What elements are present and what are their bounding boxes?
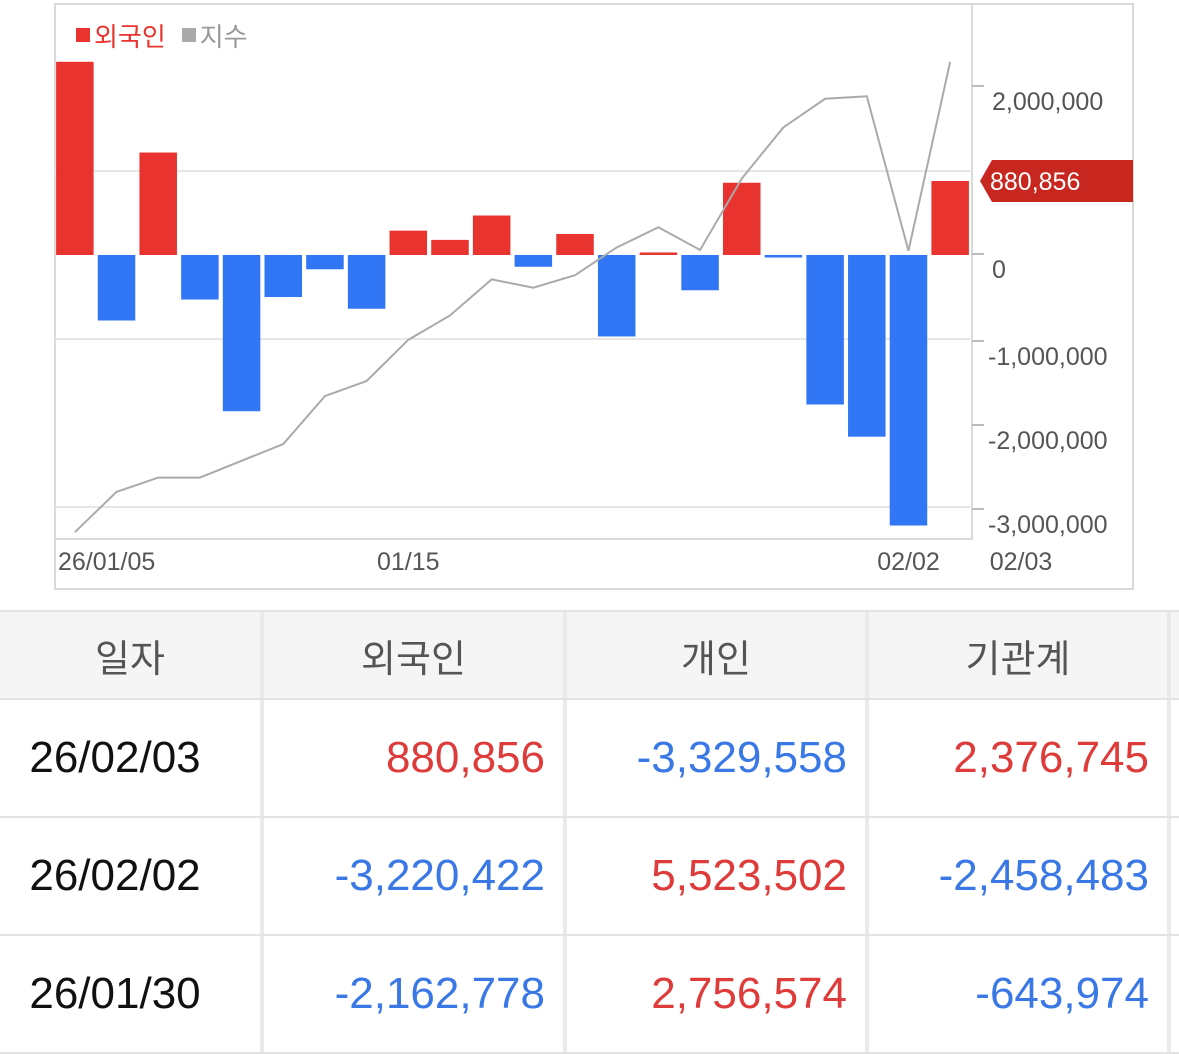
cell-overflow-edge	[1171, 700, 1179, 816]
legend-item-index: 지수	[181, 17, 248, 54]
bar-foreign	[306, 255, 344, 270]
bar-foreign	[222, 255, 261, 412]
x-tick-label: 26/01/05	[58, 548, 155, 576]
bar-foreign	[347, 255, 386, 309]
legend-label-index: 지수	[199, 22, 248, 53]
x-tick-label: 02/02	[877, 548, 940, 576]
bar-foreign	[56, 61, 94, 255]
investor-table: 일자 외국인 개인 기관계 26/02/03 880,856 -3,329,55…	[0, 610, 1179, 1054]
y-tick-label: -1,000,000	[988, 343, 1108, 371]
investor-chart: 2,000,000 0 -1,000,000 -2,000,000 -3,000,000…	[54, 3, 1134, 590]
legend-item-foreign: 외국인	[76, 17, 166, 54]
bar-foreign	[848, 255, 886, 437]
latest-value-tag	[980, 160, 1133, 203]
cell-foreign: -3,220,422	[264, 818, 567, 934]
header-foreign[interactable]: 외국인	[264, 612, 567, 698]
cell-date: 26/02/03	[0, 700, 264, 816]
bar-foreign	[931, 181, 969, 255]
bar-foreign	[431, 239, 469, 255]
x-tick-label: 02/03	[990, 548, 1053, 576]
legend-swatch-index	[181, 28, 196, 42]
line-index	[74, 61, 952, 533]
y-tick-label: -3,000,000	[988, 511, 1108, 539]
cell-institution: -2,458,483	[869, 818, 1171, 934]
bar-foreign	[472, 215, 511, 255]
cell-institution: -643,974	[869, 936, 1171, 1052]
bar-foreign	[722, 182, 761, 255]
header-date[interactable]: 일자	[0, 612, 264, 698]
table-row[interactable]: 26/02/02 -3,220,422 5,523,502 -2,458,483	[0, 818, 1179, 936]
y-tick-label: 2,000,000	[992, 88, 1103, 116]
bar-foreign	[806, 255, 844, 405]
bar-foreign	[681, 255, 719, 291]
x-tick-label: 01/15	[377, 548, 440, 576]
cell-individual: 2,756,574	[567, 936, 869, 1052]
cell-overflow-edge	[1171, 818, 1179, 934]
cell-foreign: -2,162,778	[264, 936, 567, 1052]
bar-foreign	[181, 255, 219, 300]
y-tick-label: 0	[992, 256, 1006, 284]
chart-border	[54, 3, 1134, 590]
y-tick-label: -2,000,000	[988, 427, 1108, 455]
table-row[interactable]: 26/02/03 880,856 -3,329,558 2,376,745	[0, 700, 1179, 818]
bar-foreign	[139, 152, 177, 255]
chart-svg: 2,000,000 0 -1,000,000 -2,000,000 -3,000,000…	[54, 3, 1134, 590]
cell-overflow-edge	[1171, 936, 1179, 1052]
bar-foreign	[889, 255, 928, 526]
legend-swatch-foreign	[76, 28, 90, 42]
cell-individual: -3,329,558	[567, 700, 869, 816]
bar-foreign	[556, 234, 594, 255]
table-row[interactable]: 26/01/30 -2,162,778 2,756,574 -643,974	[0, 936, 1179, 1054]
cell-foreign: 880,856	[264, 700, 567, 816]
header-overflow-edge	[1171, 612, 1179, 698]
bar-foreign	[639, 252, 678, 255]
bar-foreign	[764, 255, 803, 258]
bar-foreign	[389, 230, 428, 255]
cell-individual: 5,523,502	[567, 818, 869, 934]
table-header-row: 일자 외국인 개인 기관계	[0, 610, 1179, 700]
chart-legend: 외국인 지수	[76, 17, 258, 54]
latest-value-label: 880,856	[990, 168, 1080, 196]
legend-label-foreign: 외국인	[94, 22, 166, 53]
bar-foreign	[514, 255, 553, 267]
header-institution[interactable]: 기관계	[869, 612, 1171, 698]
cell-date: 26/01/30	[0, 936, 264, 1052]
cell-date: 26/02/02	[0, 818, 264, 934]
bar-foreign	[597, 255, 636, 337]
cell-institution: 2,376,745	[869, 700, 1171, 816]
bar-foreign	[97, 255, 136, 321]
bar-foreign	[264, 255, 303, 297]
header-individual[interactable]: 개인	[567, 612, 869, 698]
